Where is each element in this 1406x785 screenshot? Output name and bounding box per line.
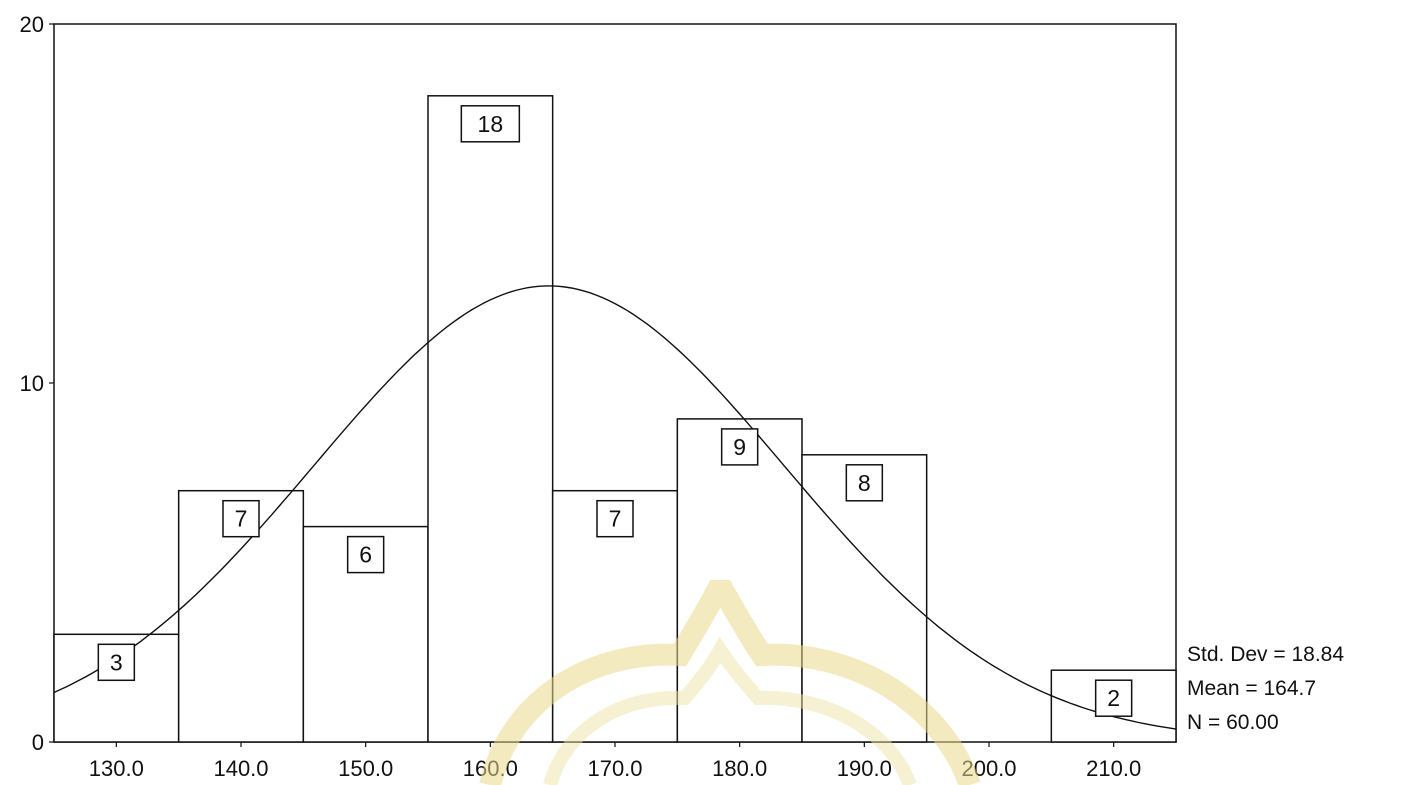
bar-label-6: 8 <box>845 464 884 502</box>
svg-text:3: 3 <box>110 649 123 675</box>
stats-box: Std. Dev = 18.84 Mean = 164.7 N = 60.00 <box>1187 638 1344 740</box>
bar-label-8: 2 <box>1094 679 1133 717</box>
svg-text:7: 7 <box>235 506 248 532</box>
bar-label-3: 18 <box>460 105 521 143</box>
y-axis: 0 10 20 <box>20 12 54 755</box>
n-label: N = 60.00 <box>1187 711 1279 734</box>
normal-curve <box>53 285 1177 730</box>
normal-curve-group <box>53 285 1177 730</box>
x-tick-label-6: 190.0 <box>837 756 892 781</box>
bar-label-4: 7 <box>596 499 634 538</box>
bar-labels-group: 3 7 6 18 7 9 8 2 <box>97 105 1133 717</box>
std-dev-label: Std. Dev = 18.84 <box>1187 643 1345 666</box>
x-tick-label-2: 150.0 <box>338 756 393 781</box>
svg-text:2: 2 <box>1107 685 1120 711</box>
bar-label-0: 3 <box>97 643 136 682</box>
x-tick-label-5: 180.0 <box>712 756 767 781</box>
x-tick-label-1: 140.0 <box>213 756 268 781</box>
bar-3 <box>427 95 554 743</box>
bar-label-1: 7 <box>222 499 260 538</box>
svg-text:7: 7 <box>609 506 622 532</box>
y-tick-label-0: 0 <box>32 730 44 755</box>
svg-text:9: 9 <box>733 434 746 460</box>
svg-text:18: 18 <box>478 111 504 137</box>
y-tick-label-2: 20 <box>20 12 44 37</box>
bar-label-5: 9 <box>720 428 759 466</box>
y-tick-label-1: 10 <box>20 371 44 396</box>
x-tick-label-0: 130.0 <box>89 756 144 781</box>
svg-text:8: 8 <box>858 470 871 496</box>
mean-label: Mean = 164.7 <box>1187 677 1317 700</box>
watermark-seal <box>479 580 981 785</box>
bar-label-2: 6 <box>346 535 385 574</box>
x-tick-label-8: 210.0 <box>1086 756 1141 781</box>
svg-text:6: 6 <box>359 542 372 568</box>
x-tick-label-4: 170.0 <box>587 756 642 781</box>
